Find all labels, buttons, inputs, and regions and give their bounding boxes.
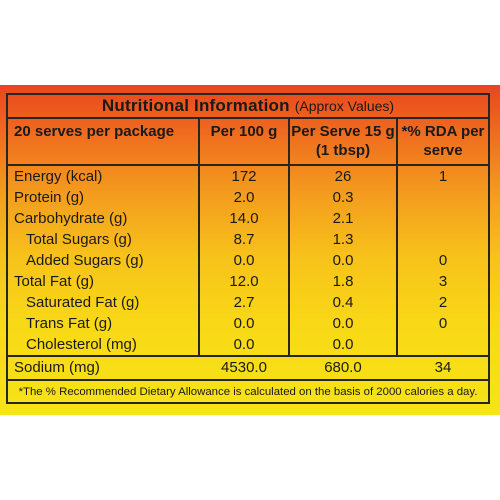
value-per-serve: 680.0 [324,359,362,376]
nutrient-name: Trans Fat (g) [26,315,113,332]
nutrient-name: Sodium (mg) [14,359,100,376]
value-per-100g: 4530.0 [221,359,267,376]
table-row: Energy (kcal) 172 26 1 [8,167,488,187]
nutrient-name: Cholesterol (mg) [26,336,137,353]
value-per-serve: 0.0 [332,336,354,353]
header-per-serve: Per Serve 15 g (1 tbsp) [291,123,395,159]
nutrient-name: Protein (g) [14,189,85,206]
value-per-100g: 172 [231,168,257,185]
table-row: Carbohydrate (g) 14.0 2.1 [8,209,488,229]
sodium-divider [8,355,488,357]
value-per-100g: 0.0 [233,315,255,332]
value-rda: 0 [438,315,448,332]
header-per-100g: Per 100 g [210,123,278,140]
nutrient-name: Added Sugars (g) [26,252,144,269]
nutrient-name: Total Sugars (g) [26,231,132,248]
nutrient-name: Saturated Fat (g) [26,294,140,311]
header-divider [8,164,488,166]
table-row: Total Sugars (g) 8.7 1.3 [8,230,488,250]
value-per-serve: 1.8 [332,273,354,290]
value-per-serve: 26 [334,168,352,185]
header-basis: 20 serves per package [14,123,175,140]
table-row: Trans Fat (g) 0.0 0.0 0 [8,314,488,334]
table-row: Total Fat (g) 12.0 1.8 3 [8,272,488,292]
value-per-serve: 0.4 [332,294,354,311]
column-divider [198,119,200,355]
column-divider [396,119,398,355]
table-subtitle: (Approx Values) [294,98,395,114]
header-rda: *% RDA per serve [401,123,485,159]
value-per-serve: 0.0 [332,252,354,269]
value-per-100g: 2.0 [233,189,255,206]
table-row: Added Sugars (g) 0.0 0.0 0 [8,251,488,271]
value-rda: 1 [438,168,448,185]
value-rda: 34 [434,359,452,376]
nutrition-table: Nutritional Information (Approx Values) 2… [6,93,490,404]
footnote: *The % Recommended Dietary Allowance is … [18,386,478,398]
nutrient-name: Carbohydrate (g) [14,210,128,227]
value-per-serve: 0.3 [332,189,354,206]
value-per-100g: 2.7 [233,294,255,311]
table-title: Nutritional Information [101,96,290,115]
value-per-100g: 12.0 [229,273,259,290]
value-rda: 2 [438,294,448,311]
table-row: Protein (g) 2.0 0.3 [8,188,488,208]
nutrient-name: Energy (kcal) [14,168,103,185]
label-background [0,85,500,415]
table-title-row: Nutritional Information (Approx Values) [8,95,488,119]
nutrient-name: Total Fat (g) [14,273,95,290]
value-rda: 0 [438,252,448,269]
column-divider [288,119,290,355]
table-row: Saturated Fat (g) 2.7 0.4 2 [8,293,488,313]
table-row: Cholesterol (mg) 0.0 0.0 [8,335,488,355]
value-per-serve: 1.3 [332,231,354,248]
value-per-100g: 8.7 [233,231,255,248]
value-rda: 3 [438,273,448,290]
footnote-divider [8,379,488,381]
table-row: Sodium (mg) 4530.0 680.0 34 [8,358,488,378]
value-per-100g: 0.0 [233,252,255,269]
value-per-serve: 2.1 [332,210,354,227]
value-per-100g: 14.0 [229,210,259,227]
value-per-serve: 0.0 [332,315,354,332]
value-per-100g: 0.0 [233,336,255,353]
